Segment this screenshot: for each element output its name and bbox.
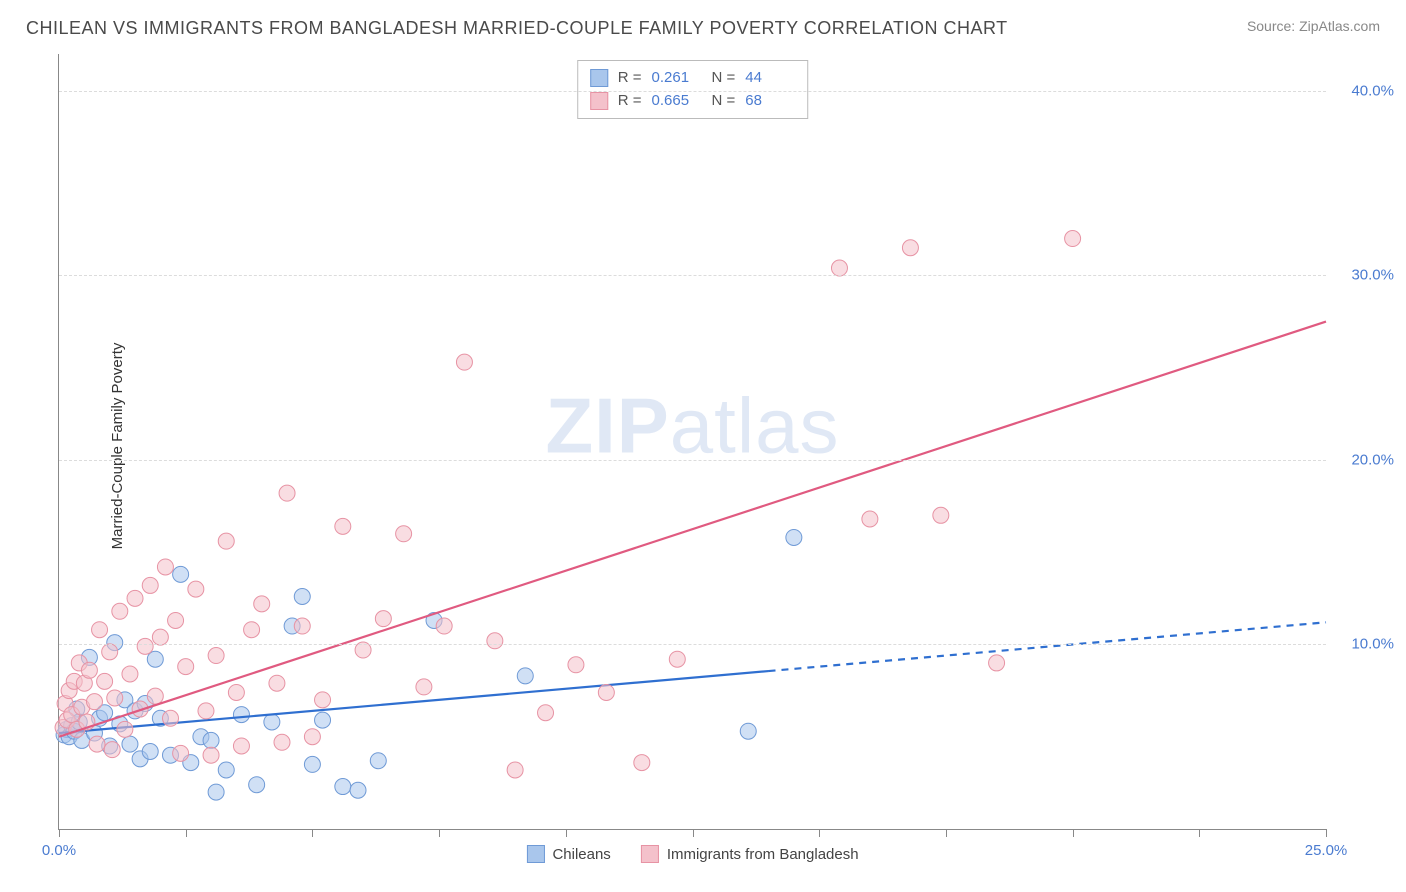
ytick-label: 40.0%: [1351, 82, 1394, 99]
ytick-label: 20.0%: [1351, 451, 1394, 468]
swatch-bottom-0: [526, 845, 544, 863]
xtick-label: 0.0%: [42, 842, 76, 859]
chart-plot-area: ZIPatlas R = 0.261 N = 44 R = 0.665 N = …: [58, 54, 1326, 830]
legend-row-series-0: R = 0.261 N = 44: [590, 67, 796, 90]
n-label: N =: [712, 90, 736, 113]
r-value-0: 0.261: [652, 67, 702, 90]
swatch-series-1: [590, 92, 608, 110]
legend-row-series-1: R = 0.665 N = 68: [590, 90, 796, 113]
chart-title: CHILEAN VS IMMIGRANTS FROM BANGLADESH MA…: [26, 18, 1008, 39]
r-label: R =: [618, 67, 642, 90]
legend-label-1: Immigrants from Bangladesh: [667, 846, 859, 863]
ytick-label: 30.0%: [1351, 267, 1394, 284]
swatch-bottom-1: [641, 845, 659, 863]
legend-item-1: Immigrants from Bangladesh: [641, 845, 859, 863]
r-value-1: 0.665: [652, 90, 702, 113]
n-value-1: 68: [745, 90, 795, 113]
n-label: N =: [712, 67, 736, 90]
legend-item-0: Chileans: [526, 845, 610, 863]
swatch-series-0: [590, 69, 608, 87]
scatter-svg: [59, 54, 1326, 829]
xtick-label: 25.0%: [1305, 842, 1348, 859]
source-label: Source: ZipAtlas.com: [1247, 18, 1380, 34]
r-label: R =: [618, 90, 642, 113]
legend-label-0: Chileans: [552, 846, 610, 863]
correlation-legend: R = 0.261 N = 44 R = 0.665 N = 68: [577, 60, 809, 119]
ytick-label: 10.0%: [1351, 636, 1394, 653]
n-value-0: 44: [745, 67, 795, 90]
series-legend: Chileans Immigrants from Bangladesh: [526, 845, 858, 863]
